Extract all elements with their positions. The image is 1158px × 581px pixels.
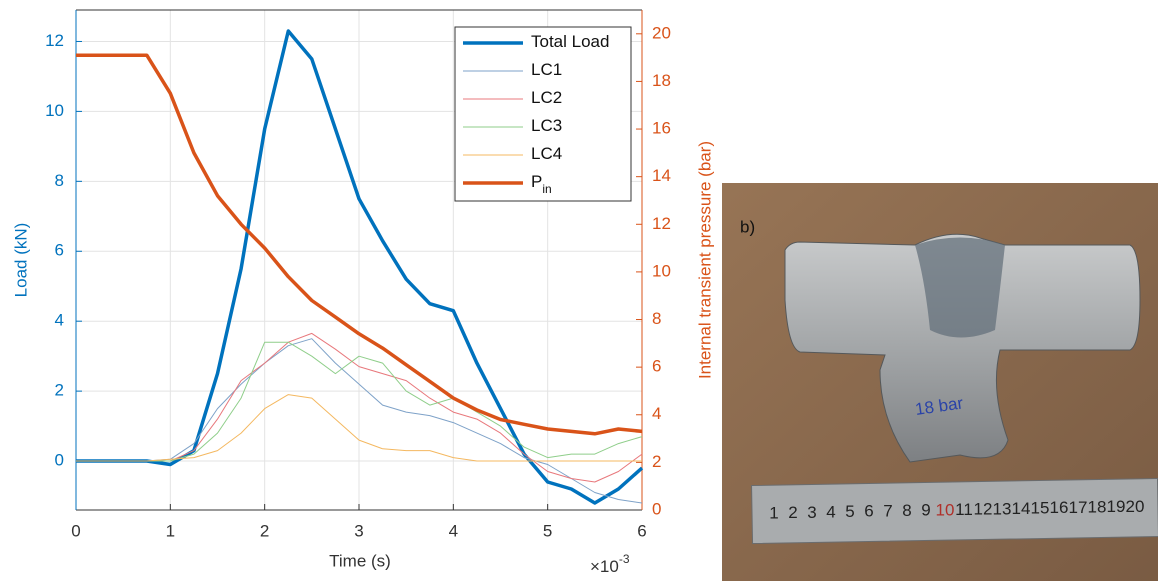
ruler-number: 8 bbox=[902, 501, 911, 520]
legend-box bbox=[454, 26, 632, 202]
x-tick-label: 6 bbox=[637, 521, 646, 540]
ruler-number: 20 bbox=[1126, 497, 1145, 516]
y2-axis-label: Internal transient pressure (bar) bbox=[695, 141, 714, 379]
ruler-number: 10 bbox=[936, 500, 955, 519]
legend-name: LC2 bbox=[531, 88, 562, 107]
y-tick-label: 10 bbox=[45, 101, 64, 120]
y2-tick-label: 0 bbox=[652, 499, 661, 518]
legend-name: Total Load bbox=[531, 32, 609, 51]
legend-label: LC2 bbox=[531, 88, 562, 107]
ruler-number: 14 bbox=[1012, 499, 1031, 518]
ruler-number: 5 bbox=[845, 502, 854, 521]
y-tick-label: 6 bbox=[55, 241, 64, 260]
pipe-opening bbox=[915, 237, 1005, 338]
series-line bbox=[76, 341, 643, 462]
ruler-number: 11 bbox=[955, 500, 973, 519]
ruler-number: 9 bbox=[921, 501, 930, 520]
ruler-number: 19 bbox=[1107, 497, 1126, 516]
x-tick-label: 2 bbox=[260, 521, 269, 540]
x-tick-label: 0 bbox=[71, 521, 80, 540]
y2-tick-label: 16 bbox=[652, 119, 671, 138]
series-line bbox=[76, 29, 644, 505]
legend-name: P bbox=[531, 172, 542, 191]
series-line bbox=[76, 53, 643, 436]
x-tick-label: 1 bbox=[166, 521, 175, 540]
ruler-scale: 1 2 3 4 5 6 7 8 9 10 11 12 13 14 15 16 17 18 19 20 bbox=[769, 497, 1144, 523]
y-tick-label: 4 bbox=[55, 311, 64, 330]
ruler-number: 17 bbox=[1069, 498, 1088, 517]
ruler-number: 2 bbox=[788, 503, 797, 522]
legend-name: LC4 bbox=[531, 144, 562, 163]
y2-tick-label: 8 bbox=[652, 309, 661, 328]
pipe bbox=[784, 233, 1141, 463]
ruler-number: 1 bbox=[769, 503, 778, 522]
ruler-number: 7 bbox=[883, 501, 892, 520]
y2-tick-label: 6 bbox=[652, 357, 661, 376]
legend: Total Load LC1 LC2 LC3 LC4 Pin bbox=[454, 26, 632, 202]
legend-label: LC3 bbox=[531, 116, 562, 135]
photo-label: b) bbox=[740, 217, 755, 236]
legend-label: Total Load bbox=[531, 32, 609, 51]
legend-label: Pin bbox=[531, 172, 552, 196]
y2-tick-label: 12 bbox=[652, 214, 671, 233]
y2-tick-label: 14 bbox=[652, 166, 671, 185]
y-tick-label: 2 bbox=[55, 381, 64, 400]
x-tick-label: 3 bbox=[354, 521, 363, 540]
y-axis-label: Load (kN) bbox=[11, 223, 30, 298]
y2-tick-label: 2 bbox=[652, 452, 661, 471]
ruler-number: 18 bbox=[1088, 498, 1107, 517]
legend-name: LC3 bbox=[531, 116, 562, 135]
series-line bbox=[76, 394, 642, 462]
x-multiplier-exponent: -3 bbox=[619, 552, 630, 566]
y2-tick-label: 10 bbox=[652, 261, 671, 280]
y2-tick-label: 18 bbox=[652, 71, 671, 90]
x-tick-label: 5 bbox=[543, 521, 552, 540]
y-tick-label: 0 bbox=[55, 451, 64, 470]
x-multiplier-base: ×10 bbox=[590, 557, 619, 576]
ruler-number: 16 bbox=[1050, 498, 1069, 517]
y-tick-label: 8 bbox=[55, 171, 64, 190]
legend-label: LC1 bbox=[531, 60, 562, 79]
legend-name-sub: in bbox=[542, 182, 551, 196]
ruler-number: 6 bbox=[864, 502, 873, 521]
y-tick-label: 12 bbox=[45, 31, 64, 50]
x-multiplier: ×10-3 bbox=[590, 552, 630, 576]
photo: 18 bar 1 2 3 4 5 6 7 8 9 10 11 12 13 14 15 16 17 18 19 20 b… bbox=[722, 183, 1158, 581]
legend-name: LC1 bbox=[531, 60, 562, 79]
ruler-number: 15 bbox=[1031, 499, 1050, 518]
ruler-number: 3 bbox=[807, 503, 816, 522]
y2-tick-label: 20 bbox=[652, 23, 671, 42]
x-axis-label: Time (s) bbox=[329, 551, 391, 570]
ruler-number: 4 bbox=[826, 502, 835, 521]
x-tick-label: 4 bbox=[449, 521, 458, 540]
legend-label: LC4 bbox=[531, 144, 562, 163]
y2-tick-label: 4 bbox=[652, 404, 661, 423]
ruler-number: 13 bbox=[993, 499, 1012, 518]
ruler-number: 12 bbox=[974, 500, 993, 519]
